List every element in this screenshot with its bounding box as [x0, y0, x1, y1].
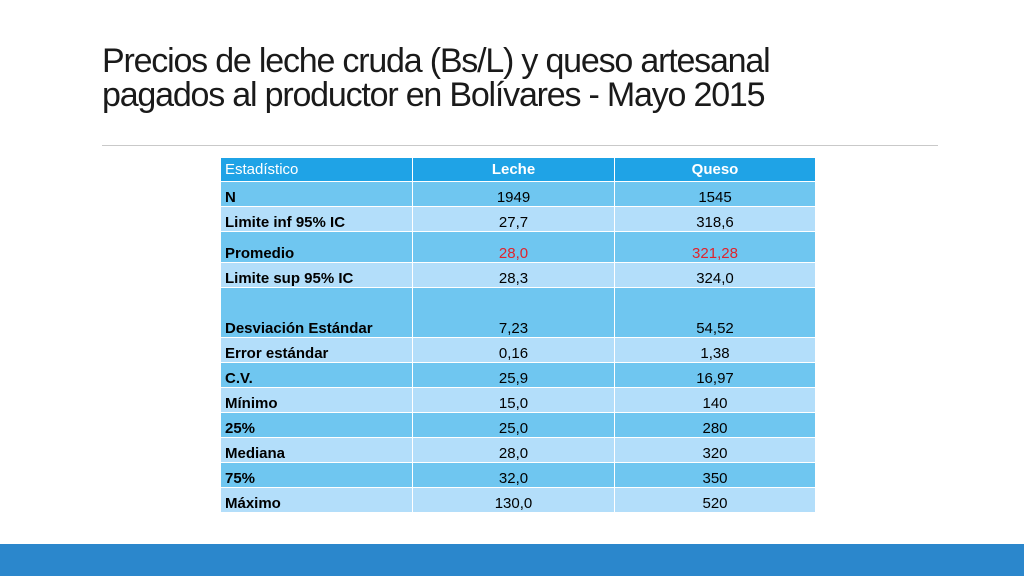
row-label: 25%	[220, 412, 413, 438]
leche-value: 130,0	[412, 487, 615, 513]
footer-bar	[0, 544, 1024, 576]
leche-value: 0,16	[412, 337, 615, 363]
table-row: Promedio 28,0 321,28	[220, 231, 816, 263]
row-label: Mediana	[220, 437, 413, 463]
table-row: Limite inf 95% IC 27,7 318,6	[220, 206, 816, 232]
slide-title-line-2: pagados al productor en Bolívares - Mayo…	[102, 76, 766, 114]
table-row: Mediana 28,0 320	[220, 437, 816, 463]
slide-title-line-1: Precios de leche cruda (Bs/L) y queso ar…	[102, 42, 771, 80]
leche-value: 28,3	[412, 262, 615, 288]
table-row: Error estándar 0,16 1,38	[220, 337, 816, 363]
queso-value: 280	[614, 412, 816, 438]
title-divider	[102, 145, 938, 146]
column-header-leche: Leche	[412, 157, 615, 182]
row-label: Promedio	[220, 231, 413, 263]
queso-value: 350	[614, 462, 816, 488]
row-label: Máximo	[220, 487, 413, 513]
row-label: C.V.	[220, 362, 413, 388]
queso-value: 520	[614, 487, 816, 513]
leche-value: 32,0	[412, 462, 615, 488]
leche-value: 1949	[412, 181, 615, 207]
queso-value: 1,38	[614, 337, 816, 363]
queso-value: 140	[614, 387, 816, 413]
table-row: 25% 25,0 280	[220, 412, 816, 438]
queso-value: 318,6	[614, 206, 816, 232]
row-label: Desviación Estándar	[220, 287, 413, 338]
table-header-row: Estadístico Leche Queso	[220, 157, 816, 182]
statistics-table: Estadístico Leche Queso N 1949 1545 Limi…	[220, 157, 816, 513]
row-label: N	[220, 181, 413, 207]
leche-value: 7,23	[412, 287, 615, 338]
table-row: Limite sup 95% IC 28,3 324,0	[220, 262, 816, 288]
column-header-statistic: Estadístico	[220, 157, 413, 182]
queso-value: 1545	[614, 181, 816, 207]
row-label: Error estándar	[220, 337, 413, 363]
leche-value: 15,0	[412, 387, 615, 413]
row-label: Limite sup 95% IC	[220, 262, 413, 288]
leche-value: 25,0	[412, 412, 615, 438]
row-label: Mínimo	[220, 387, 413, 413]
table-row: C.V. 25,9 16,97	[220, 362, 816, 388]
table-row: Máximo 130,0 520	[220, 487, 816, 513]
queso-value: 54,52	[614, 287, 816, 338]
column-header-queso: Queso	[614, 157, 816, 182]
leche-value: 25,9	[412, 362, 615, 388]
queso-value-highlighted: 321,28	[614, 231, 816, 263]
leche-value-highlighted: 28,0	[412, 231, 615, 263]
slide-title: Precios de leche cruda (Bs/L) y queso ar…	[102, 44, 942, 112]
queso-value: 324,0	[614, 262, 816, 288]
queso-value: 320	[614, 437, 816, 463]
table-row: Desviación Estándar 7,23 54,52	[220, 287, 816, 338]
queso-value: 16,97	[614, 362, 816, 388]
table-row: 75% 32,0 350	[220, 462, 816, 488]
row-label: Limite inf 95% IC	[220, 206, 413, 232]
leche-value: 28,0	[412, 437, 615, 463]
table-row: Mínimo 15,0 140	[220, 387, 816, 413]
table-row: N 1949 1545	[220, 181, 816, 207]
leche-value: 27,7	[412, 206, 615, 232]
row-label: 75%	[220, 462, 413, 488]
